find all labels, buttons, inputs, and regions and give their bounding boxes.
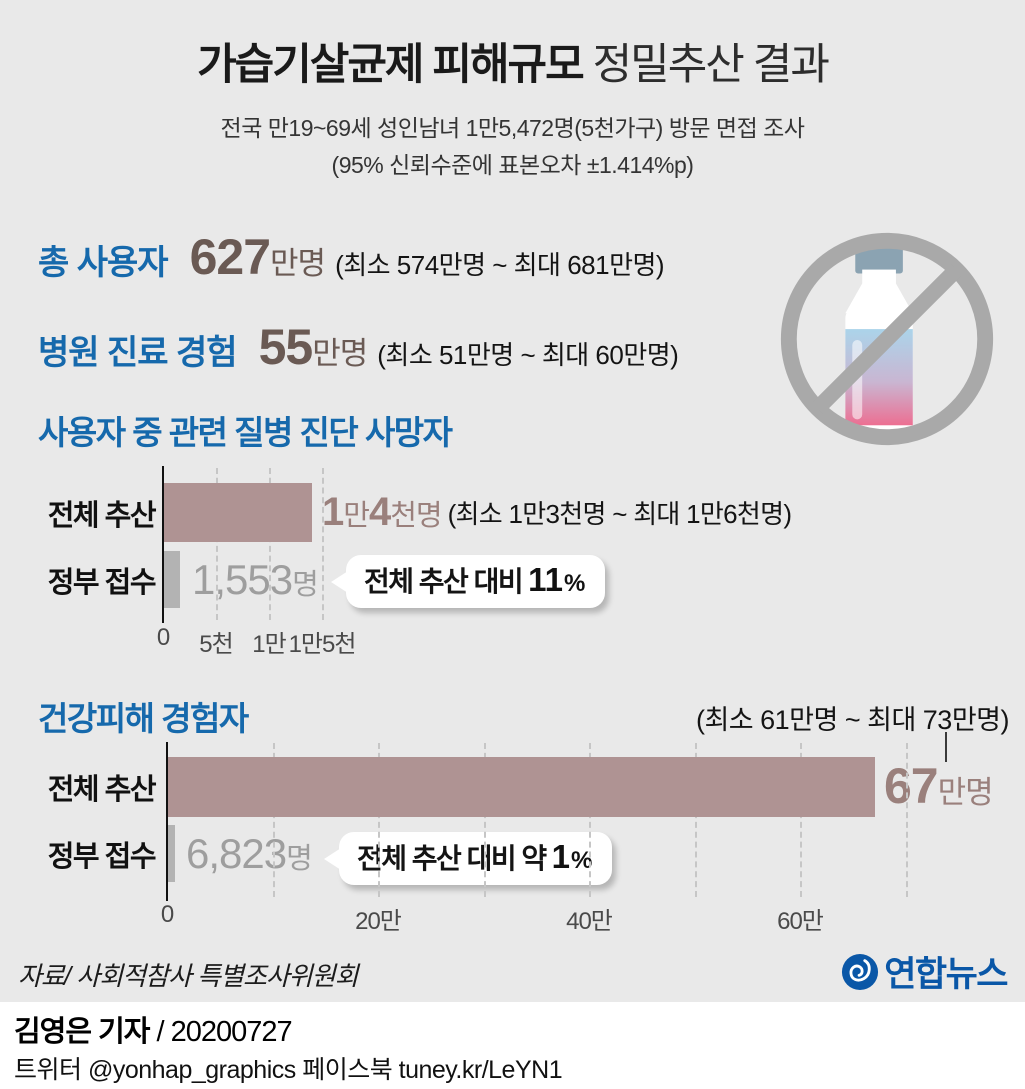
hospital-visit-value: 55 bbox=[258, 319, 314, 375]
subtitle-line-1: 전국 만19~69세 성인남녀 1만5,472명(5천가구) 방문 면접 조사 bbox=[220, 115, 805, 141]
page-title-regular: 정밀추산 결과 bbox=[582, 41, 830, 89]
hospital-visit-unit: 만명 bbox=[312, 336, 368, 371]
bottle-no-sign-icon bbox=[780, 232, 994, 446]
total-users-label: 총 사용자 bbox=[38, 244, 169, 282]
hospital-visit-label: 병원 진료 경험 bbox=[38, 334, 238, 372]
byline: 김영은 기자 / 20200727 bbox=[14, 1008, 293, 1050]
total-users-range: (최소 574만명 ~ 최대 681만명) bbox=[335, 250, 665, 280]
yonhap-logo-text: 연합뉴스 bbox=[884, 955, 1008, 994]
no-sign-icon bbox=[780, 232, 994, 446]
reporter-name: 김영은 기자 bbox=[14, 1016, 150, 1048]
yonhap-logo-icon bbox=[842, 953, 879, 990]
hospital-visit-range: (최소 51만명 ~ 최대 60만명) bbox=[377, 340, 679, 370]
page-title: 가습기살균제 피해규모 정밀추산 결과 bbox=[0, 30, 1025, 92]
yonhap-news-logo: 연합뉴스 bbox=[841, 946, 1008, 997]
section-deaths-heading: 사용자 중 관련 질병 진단 사망자 bbox=[38, 414, 453, 451]
total-users-value: 627 bbox=[189, 229, 271, 285]
total-users-unit: 만명 bbox=[270, 246, 326, 281]
hospital-visit-stat: 병원 진료 경험 55 만명 (최소 51만명 ~ 최대 60만명) bbox=[38, 318, 679, 376]
total-users-stat: 총 사용자 627 만명 (최소 574만명 ~ 최대 681만명) bbox=[38, 228, 665, 286]
byline-date: / 20200727 bbox=[149, 1016, 293, 1048]
sns-links: 트위터 @yonhap_graphics 페이스북 tuney.kr/LeYN1 bbox=[14, 1056, 563, 1084]
data-source: 자료/ 사회적참사 특별조사위원회 bbox=[18, 961, 359, 991]
health-damage-range: (최소 61만명 ~ 최대 73만명) bbox=[695, 705, 1010, 735]
no-humidifier-disinfectant-icon bbox=[768, 220, 1006, 458]
page-title-bold: 가습기살균제 피해규모 bbox=[197, 41, 585, 89]
survey-subtitle: 전국 만19~69세 성인남녀 1만5,472명(5천가구) 방문 면접 조사 … bbox=[0, 110, 1025, 184]
range-pointer-line bbox=[945, 732, 947, 762]
subtitle-line-2: (95% 신뢰수준에 표본오차 ±1.414%p) bbox=[331, 152, 694, 178]
section-health-damage-heading: 건강피해 경험자 bbox=[38, 700, 249, 737]
